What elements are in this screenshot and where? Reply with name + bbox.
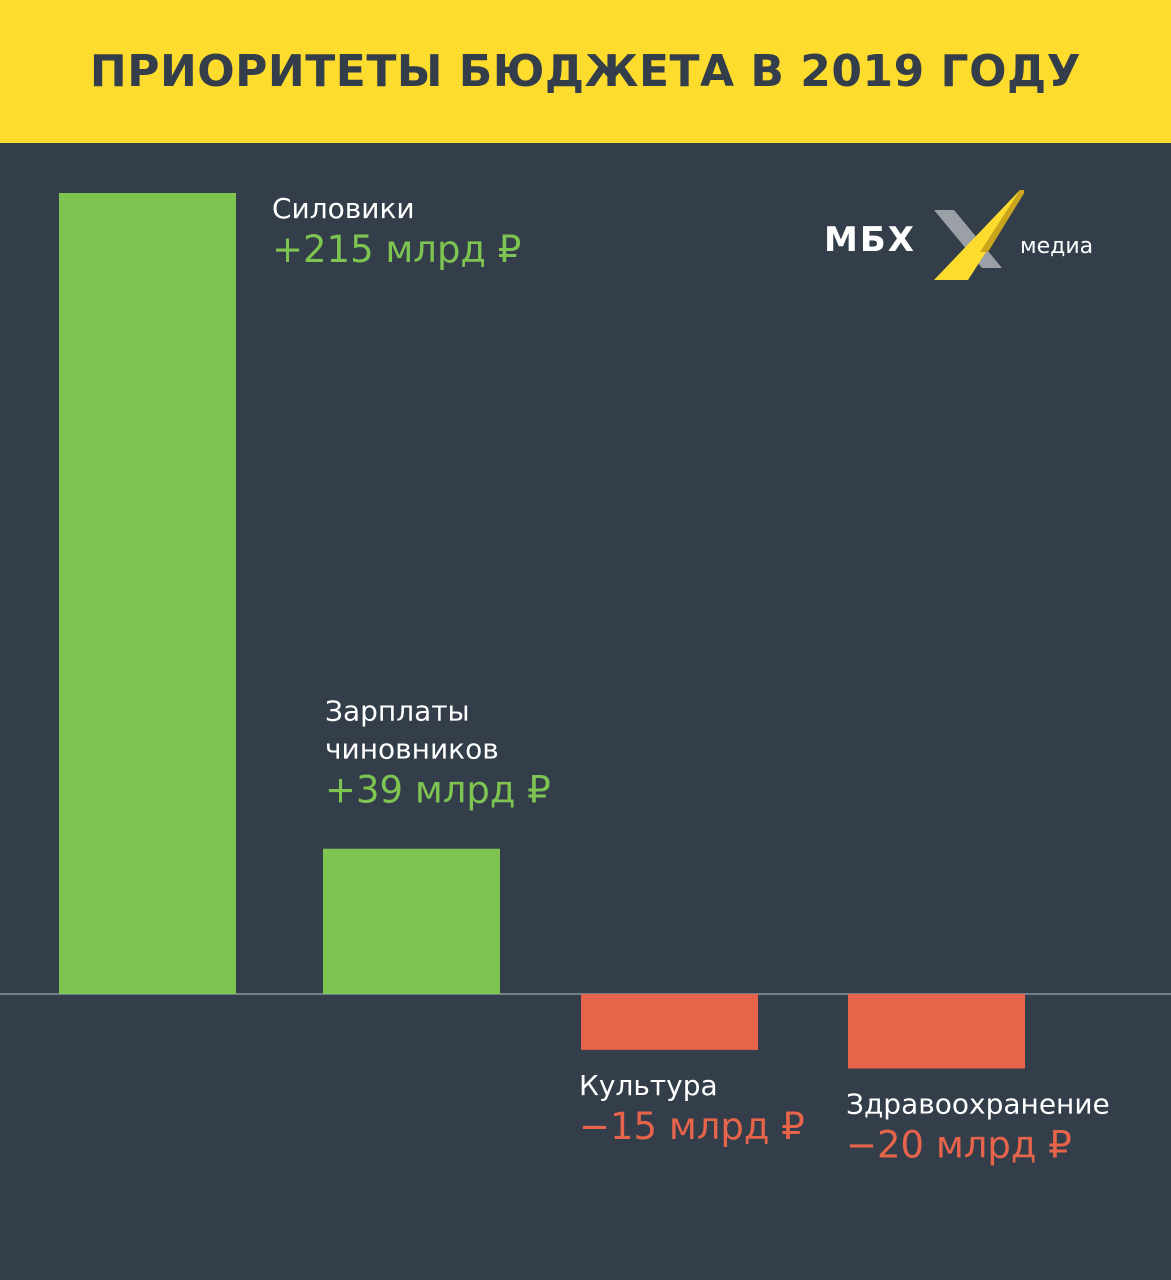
value-label-2: −15 млрд ₽ bbox=[579, 1105, 805, 1148]
category-label-3-0: Здравоохранение bbox=[846, 1088, 1110, 1121]
mbh-media-logo: МБХ медиа bbox=[824, 188, 1114, 288]
category-label-1-0: Зарплаты bbox=[325, 695, 470, 728]
category-label-1-1: чиновников bbox=[325, 733, 499, 766]
page-title: ПРИОРИТЕТЫ БЮДЖЕТА В 2019 ГОДУ bbox=[89, 46, 1082, 97]
bar-0 bbox=[59, 193, 236, 994]
bar-1 bbox=[323, 848, 500, 994]
value-label-0: +215 млрд ₽ bbox=[272, 228, 521, 271]
value-label-1: +39 млрд ₽ bbox=[325, 769, 551, 812]
x-logo-icon bbox=[934, 190, 1024, 280]
value-label-3: −20 млрд ₽ bbox=[846, 1124, 1072, 1167]
logo-text: МБХ bbox=[824, 220, 916, 260]
logo-subtext: медиа bbox=[1020, 234, 1094, 259]
budget-bar-chart: Силовики+215 млрд ₽ Зарплаты чиновников+39… bbox=[0, 192, 1171, 1167]
bar-2 bbox=[581, 994, 758, 1050]
category-label-2-0: Культура bbox=[579, 1069, 718, 1102]
bar-3 bbox=[848, 994, 1025, 1069]
category-label-0-0: Силовики bbox=[272, 192, 415, 225]
header-banner: ПРИОРИТЕТЫ БЮДЖЕТА В 2019 ГОДУ bbox=[0, 0, 1171, 143]
